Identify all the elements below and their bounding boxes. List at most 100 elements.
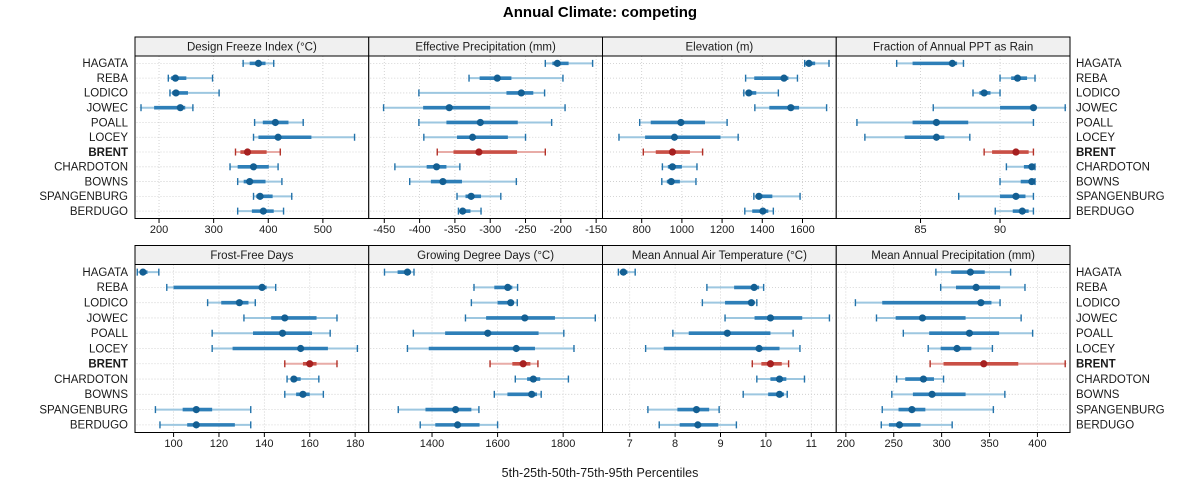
site-label-left: JOWEC bbox=[86, 103, 128, 115]
median-dot bbox=[908, 405, 916, 414]
axis-tick-label: 1800 bbox=[551, 438, 575, 450]
site-label-left: BRENT bbox=[88, 359, 128, 371]
median-dot bbox=[254, 59, 263, 67]
median-dot bbox=[670, 133, 679, 141]
axis-tick-label: 85 bbox=[914, 224, 926, 236]
median-dot bbox=[172, 89, 180, 97]
median-dot bbox=[256, 192, 264, 200]
median-dot bbox=[445, 104, 453, 112]
axis-tick-label: 120 bbox=[210, 438, 228, 450]
median-dot bbox=[723, 329, 731, 337]
axis-tick-label: 500 bbox=[314, 224, 332, 236]
panel-title: Effective Precipitation (mm) bbox=[415, 42, 556, 54]
median-dot bbox=[453, 421, 462, 429]
median-dot bbox=[766, 314, 775, 322]
median-dot bbox=[928, 390, 936, 398]
median-dot bbox=[977, 299, 985, 307]
axis-tick-label: 160 bbox=[301, 438, 319, 450]
site-label-left: LOCEY bbox=[89, 132, 128, 144]
median-dot bbox=[274, 133, 282, 141]
axis-tick-label: 200 bbox=[150, 224, 168, 236]
panel-title: Growing Degree Days (°C) bbox=[417, 250, 554, 262]
median-dot bbox=[493, 74, 501, 82]
median-dot bbox=[507, 299, 515, 307]
median-dot bbox=[787, 104, 795, 112]
site-label-left: BOWNS bbox=[85, 176, 129, 188]
median-dot bbox=[1012, 192, 1020, 200]
axis-tick-label: 350 bbox=[980, 438, 998, 450]
axis-tick-label: -200 bbox=[550, 224, 572, 236]
median-dot bbox=[619, 268, 627, 276]
site-label-right: BOWNS bbox=[1076, 389, 1120, 401]
median-dot bbox=[459, 207, 467, 215]
median-dot bbox=[553, 59, 561, 67]
median-dot bbox=[1012, 148, 1020, 156]
median-dot bbox=[504, 283, 512, 292]
median-dot bbox=[192, 405, 200, 414]
site-label-right: HAGATA bbox=[1076, 267, 1122, 279]
median-dot bbox=[271, 118, 279, 127]
median-dot bbox=[766, 360, 775, 368]
site-label-right: BERDUGO bbox=[1076, 206, 1134, 218]
median-dot bbox=[139, 268, 147, 276]
site-label-right: BRENT bbox=[1076, 147, 1116, 159]
median-dot bbox=[452, 405, 460, 414]
site-label-right: LOCEY bbox=[1076, 343, 1115, 355]
site-label-right: REBA bbox=[1076, 282, 1108, 294]
axis-tick-label: 1400 bbox=[750, 224, 774, 236]
median-dot bbox=[468, 133, 477, 141]
site-label-left: POALL bbox=[91, 117, 129, 129]
axis-tick-label: 400 bbox=[1028, 438, 1046, 450]
site-label-right: SPANGENBURG bbox=[1076, 404, 1165, 416]
panel-header bbox=[835, 245, 1071, 265]
site-label-left: HAGATA bbox=[82, 267, 128, 279]
median-dot bbox=[403, 268, 412, 276]
median-dot bbox=[759, 207, 767, 215]
median-dot bbox=[668, 163, 677, 171]
site-label-right: SPANGENBURG bbox=[1076, 191, 1165, 203]
median-dot bbox=[668, 148, 677, 156]
axis-tick-label: -450 bbox=[373, 224, 395, 236]
median-dot bbox=[980, 89, 988, 97]
median-dot bbox=[258, 283, 266, 292]
median-dot bbox=[755, 344, 763, 353]
site-label-right: LODICO bbox=[1076, 88, 1120, 100]
median-dot bbox=[965, 329, 974, 337]
axis-tick-label: 1200 bbox=[710, 224, 734, 236]
median-dot bbox=[439, 177, 447, 186]
site-label-right: POALL bbox=[1076, 328, 1114, 340]
axis-tick-label: 8 bbox=[672, 438, 678, 450]
median-dot bbox=[467, 192, 475, 200]
median-dot bbox=[528, 390, 536, 398]
median-dot bbox=[171, 74, 180, 82]
axis-tick-label: 1600 bbox=[790, 224, 814, 236]
site-label-left: BRENT bbox=[88, 147, 128, 159]
site-label-left: BERDUGO bbox=[70, 420, 128, 432]
median-dot bbox=[953, 344, 961, 353]
median-dot bbox=[1028, 177, 1036, 186]
axis-tick-label: -150 bbox=[585, 224, 607, 236]
median-dot bbox=[972, 283, 980, 292]
median-dot bbox=[747, 299, 755, 307]
panel-header bbox=[835, 36, 1071, 57]
panel-title: Elevation (m) bbox=[686, 42, 754, 54]
median-dot bbox=[895, 421, 904, 429]
site-label-right: BRENT bbox=[1076, 359, 1116, 371]
panel-title: Mean Annual Precipitation (mm) bbox=[871, 250, 1035, 262]
median-dot bbox=[243, 148, 252, 156]
median-dot bbox=[521, 314, 529, 322]
median-dot bbox=[484, 329, 492, 337]
site-label-left: LOCEY bbox=[89, 343, 128, 355]
median-dot bbox=[299, 390, 307, 398]
axis-tick-label: 140 bbox=[255, 438, 273, 450]
median-dot bbox=[667, 177, 675, 186]
axis-tick-label: 9 bbox=[717, 438, 723, 450]
site-label-right: BOWNS bbox=[1076, 176, 1120, 188]
median-dot bbox=[755, 192, 763, 200]
median-dot bbox=[918, 314, 927, 322]
median-dot bbox=[306, 360, 314, 368]
site-label-right: BERDUGO bbox=[1076, 420, 1134, 432]
site-label-right: POALL bbox=[1076, 117, 1114, 129]
